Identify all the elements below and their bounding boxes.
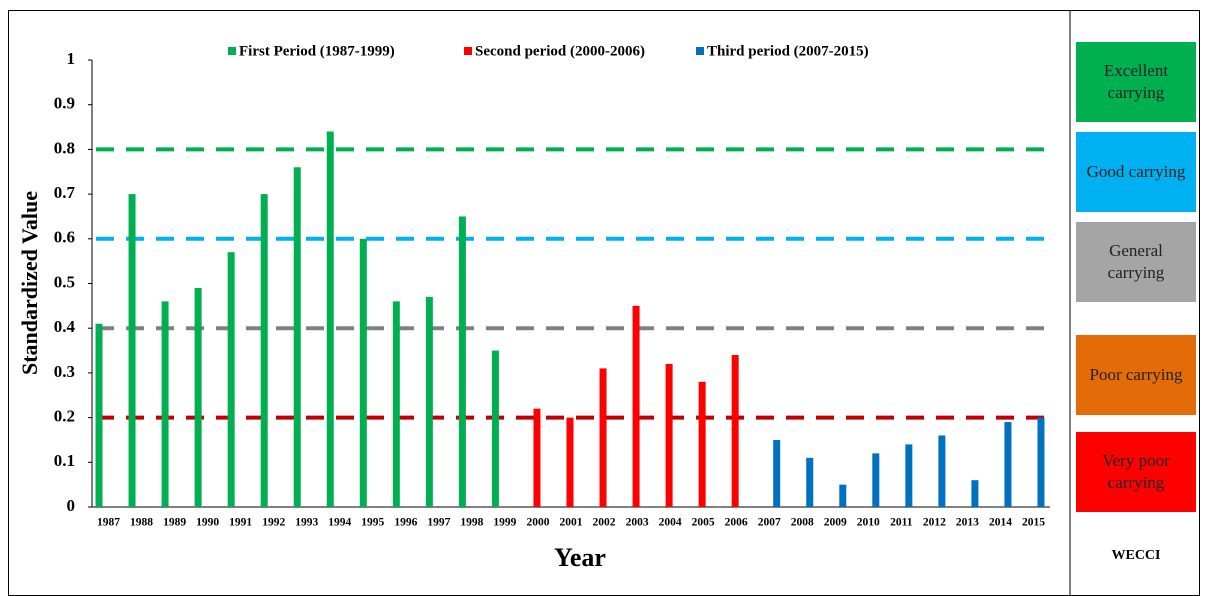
bar bbox=[1004, 422, 1012, 507]
bar bbox=[1037, 417, 1045, 507]
bar bbox=[698, 381, 706, 507]
legend-swatch bbox=[696, 47, 704, 55]
y-tick-label: 0.9 bbox=[54, 94, 75, 113]
bar bbox=[458, 216, 466, 507]
frame bbox=[8, 10, 1200, 596]
bar bbox=[533, 408, 541, 507]
x-tick-label: 1996 bbox=[394, 517, 417, 529]
bar bbox=[95, 323, 103, 507]
bar bbox=[161, 301, 169, 507]
x-tick-label: 1998 bbox=[460, 517, 483, 529]
y-tick-label: 0.1 bbox=[54, 451, 75, 470]
y-tick-label: 0.3 bbox=[54, 362, 75, 381]
bar bbox=[632, 305, 640, 507]
bar bbox=[905, 444, 913, 507]
level-box: Very poor carrying bbox=[1076, 432, 1196, 512]
x-tick-label: 1991 bbox=[229, 517, 252, 529]
x-tick-label: 2003 bbox=[626, 517, 649, 529]
y-tick-label: 0.6 bbox=[54, 228, 75, 247]
bar bbox=[599, 368, 607, 507]
panel-title: WECCI bbox=[1111, 548, 1161, 563]
y-tick-label: 0.2 bbox=[54, 407, 75, 426]
x-tick-label: 1988 bbox=[130, 517, 153, 529]
x-tick-label: 2010 bbox=[857, 517, 880, 529]
y-tick-label: 1 bbox=[67, 49, 76, 68]
y-tick-label: 0.7 bbox=[54, 183, 76, 202]
x-tick-label: 2002 bbox=[593, 517, 616, 529]
x-tick-label: 2015 bbox=[1022, 517, 1045, 529]
x-tick-label: 2001 bbox=[560, 517, 583, 529]
bar bbox=[425, 296, 433, 507]
bar bbox=[872, 453, 880, 507]
x-tick-label: 1997 bbox=[427, 517, 450, 529]
bar bbox=[359, 238, 367, 508]
bar bbox=[971, 480, 979, 507]
bar bbox=[194, 287, 202, 507]
x-tick-label: 1989 bbox=[163, 517, 186, 529]
legend-label: First Period (1987-1999) bbox=[239, 43, 395, 59]
y-axis-label: Standardized Value bbox=[17, 191, 42, 375]
x-tick-label: 2006 bbox=[725, 517, 748, 529]
x-tick-label: 2007 bbox=[758, 517, 781, 529]
x-tick-label: 1995 bbox=[361, 517, 384, 529]
bar bbox=[260, 194, 268, 507]
x-tick-label: 1993 bbox=[295, 517, 318, 529]
bar bbox=[938, 435, 946, 507]
x-axis-label: Year bbox=[554, 543, 606, 572]
legend-swatch bbox=[464, 47, 472, 55]
x-tick-label: 1987 bbox=[97, 517, 120, 529]
level-box: General carrying bbox=[1076, 222, 1196, 302]
bar bbox=[839, 484, 847, 507]
bar bbox=[128, 194, 136, 507]
x-tick-label: 2014 bbox=[989, 517, 1012, 529]
bar bbox=[392, 301, 400, 507]
bar bbox=[566, 417, 574, 507]
x-tick-label: 1994 bbox=[328, 517, 351, 529]
bar bbox=[227, 252, 235, 507]
x-tick-label: 2013 bbox=[956, 517, 979, 529]
x-tick-label: 1992 bbox=[262, 517, 285, 529]
bar bbox=[806, 457, 814, 507]
x-tick-label: 1999 bbox=[493, 517, 516, 529]
legend-label: Third period (2007-2015) bbox=[707, 43, 869, 59]
bar bbox=[326, 131, 334, 507]
bar bbox=[665, 363, 673, 507]
y-tick-label: 0.4 bbox=[54, 317, 76, 336]
x-tick-label: 2005 bbox=[692, 517, 715, 529]
y-tick-label: 0.8 bbox=[54, 138, 75, 157]
x-tick-label: 2012 bbox=[923, 517, 946, 529]
x-tick-label: 1990 bbox=[196, 517, 219, 529]
bar bbox=[773, 439, 781, 507]
level-box: Excellent carrying bbox=[1076, 42, 1196, 122]
level-box: Poor carrying bbox=[1076, 335, 1196, 415]
x-tick-label: 2008 bbox=[791, 517, 814, 529]
bar bbox=[293, 167, 301, 507]
x-tick-label: 2004 bbox=[659, 517, 682, 529]
legend-swatch bbox=[228, 47, 236, 55]
bar bbox=[491, 350, 499, 507]
y-tick-label: 0.5 bbox=[54, 272, 75, 291]
y-tick-label: 0 bbox=[67, 496, 76, 515]
x-tick-label: 2011 bbox=[890, 517, 913, 529]
x-tick-label: 2000 bbox=[526, 517, 549, 529]
legend-label: Second period (2000-2006) bbox=[475, 43, 645, 59]
x-tick-label: 2009 bbox=[824, 517, 847, 529]
level-box: Good carrying bbox=[1076, 132, 1196, 212]
bar bbox=[731, 355, 739, 507]
